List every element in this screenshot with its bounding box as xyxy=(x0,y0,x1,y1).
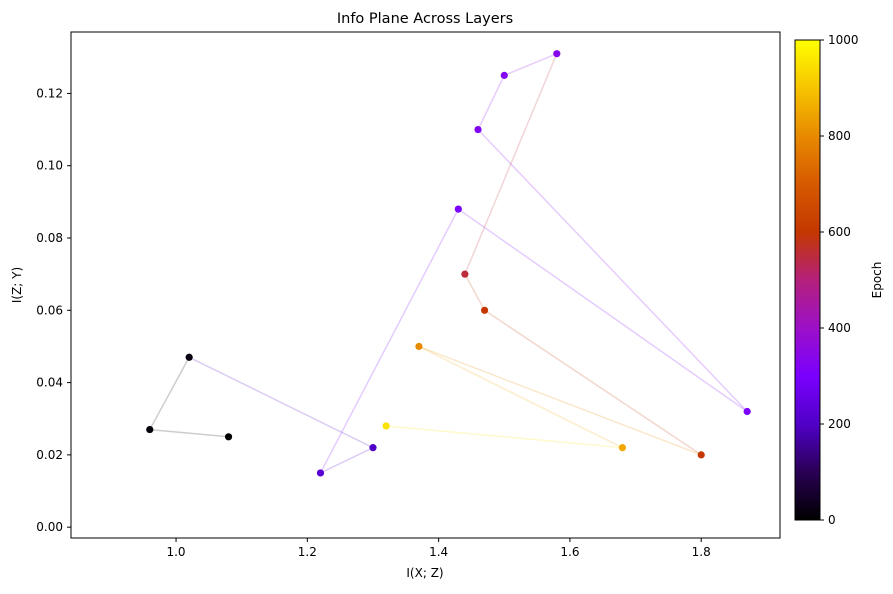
trajectory-line xyxy=(484,309,702,456)
colorbar-label: Epoch xyxy=(870,262,884,299)
colorbar xyxy=(794,39,821,521)
data-point xyxy=(618,444,627,452)
data-point xyxy=(382,422,390,430)
x-tick-label: 1.2 xyxy=(298,545,317,559)
y-tick-label: 0.12 xyxy=(36,86,63,100)
trajectory-line xyxy=(464,53,558,275)
data-point xyxy=(454,205,462,213)
data-point xyxy=(743,407,751,416)
chart-title: Info Plane Across Layers xyxy=(337,11,513,27)
y-tick-label: 0.00 xyxy=(36,520,63,534)
data-point xyxy=(474,125,482,134)
trajectory-line xyxy=(418,345,623,449)
trajectory-line xyxy=(320,446,374,474)
colorbar-tick-label: 200 xyxy=(828,417,851,431)
y-tick-label: 0.06 xyxy=(36,303,63,317)
plot-frame xyxy=(70,31,781,539)
trajectory-line xyxy=(418,345,702,456)
data-point xyxy=(461,270,469,278)
trajectory-line xyxy=(386,425,623,449)
y-tick-label: 0.10 xyxy=(36,159,63,173)
y-tick-label: 0.04 xyxy=(36,376,63,390)
x-tick-label: 1.0 xyxy=(166,545,185,559)
y-axis-label: I(Z; Y) xyxy=(10,267,24,303)
trajectory-line xyxy=(503,52,558,77)
data-point xyxy=(224,433,233,441)
trajectory-line xyxy=(477,129,748,413)
data-point xyxy=(316,469,325,477)
trajectory-line xyxy=(149,428,229,438)
trajectory-line xyxy=(149,356,190,430)
data-point xyxy=(185,353,193,361)
trajectory-line xyxy=(457,208,748,413)
y-axis-ticks: 0.00 0.02 0.04 0.06 0.08 0.10 0.12 xyxy=(36,86,71,534)
data-point xyxy=(415,342,423,351)
trajectory-line xyxy=(464,273,486,311)
trajectory-lines xyxy=(149,52,748,474)
data-point xyxy=(500,71,508,79)
y-tick-label: 0.08 xyxy=(36,231,63,245)
x-axis-ticks: 1.0 1.2 1.4 1.6 1.8 xyxy=(166,538,711,559)
scatter-points xyxy=(146,50,751,477)
data-point xyxy=(697,451,705,459)
data-point xyxy=(480,306,489,314)
colorbar-ticks: 0 200 400 600 800 1000 xyxy=(820,33,859,527)
data-point xyxy=(369,444,377,452)
trajectory-line xyxy=(188,356,374,449)
colorbar-tick-label: 800 xyxy=(828,129,851,143)
trajectory-line xyxy=(319,208,459,474)
colorbar-tick-label: 0 xyxy=(828,513,836,527)
x-tick-label: 1.8 xyxy=(692,545,711,559)
colorbar-tick-label: 1000 xyxy=(828,33,859,47)
x-tick-label: 1.4 xyxy=(429,545,448,559)
x-axis-label: I(X; Z) xyxy=(406,566,443,580)
y-tick-label: 0.02 xyxy=(36,448,63,462)
x-tick-label: 1.6 xyxy=(560,545,579,559)
colorbar-tick-label: 600 xyxy=(828,225,851,239)
data-point xyxy=(146,425,154,434)
data-point xyxy=(553,50,561,58)
trajectory-line xyxy=(477,75,505,130)
colorbar-tick-label: 400 xyxy=(828,321,851,335)
